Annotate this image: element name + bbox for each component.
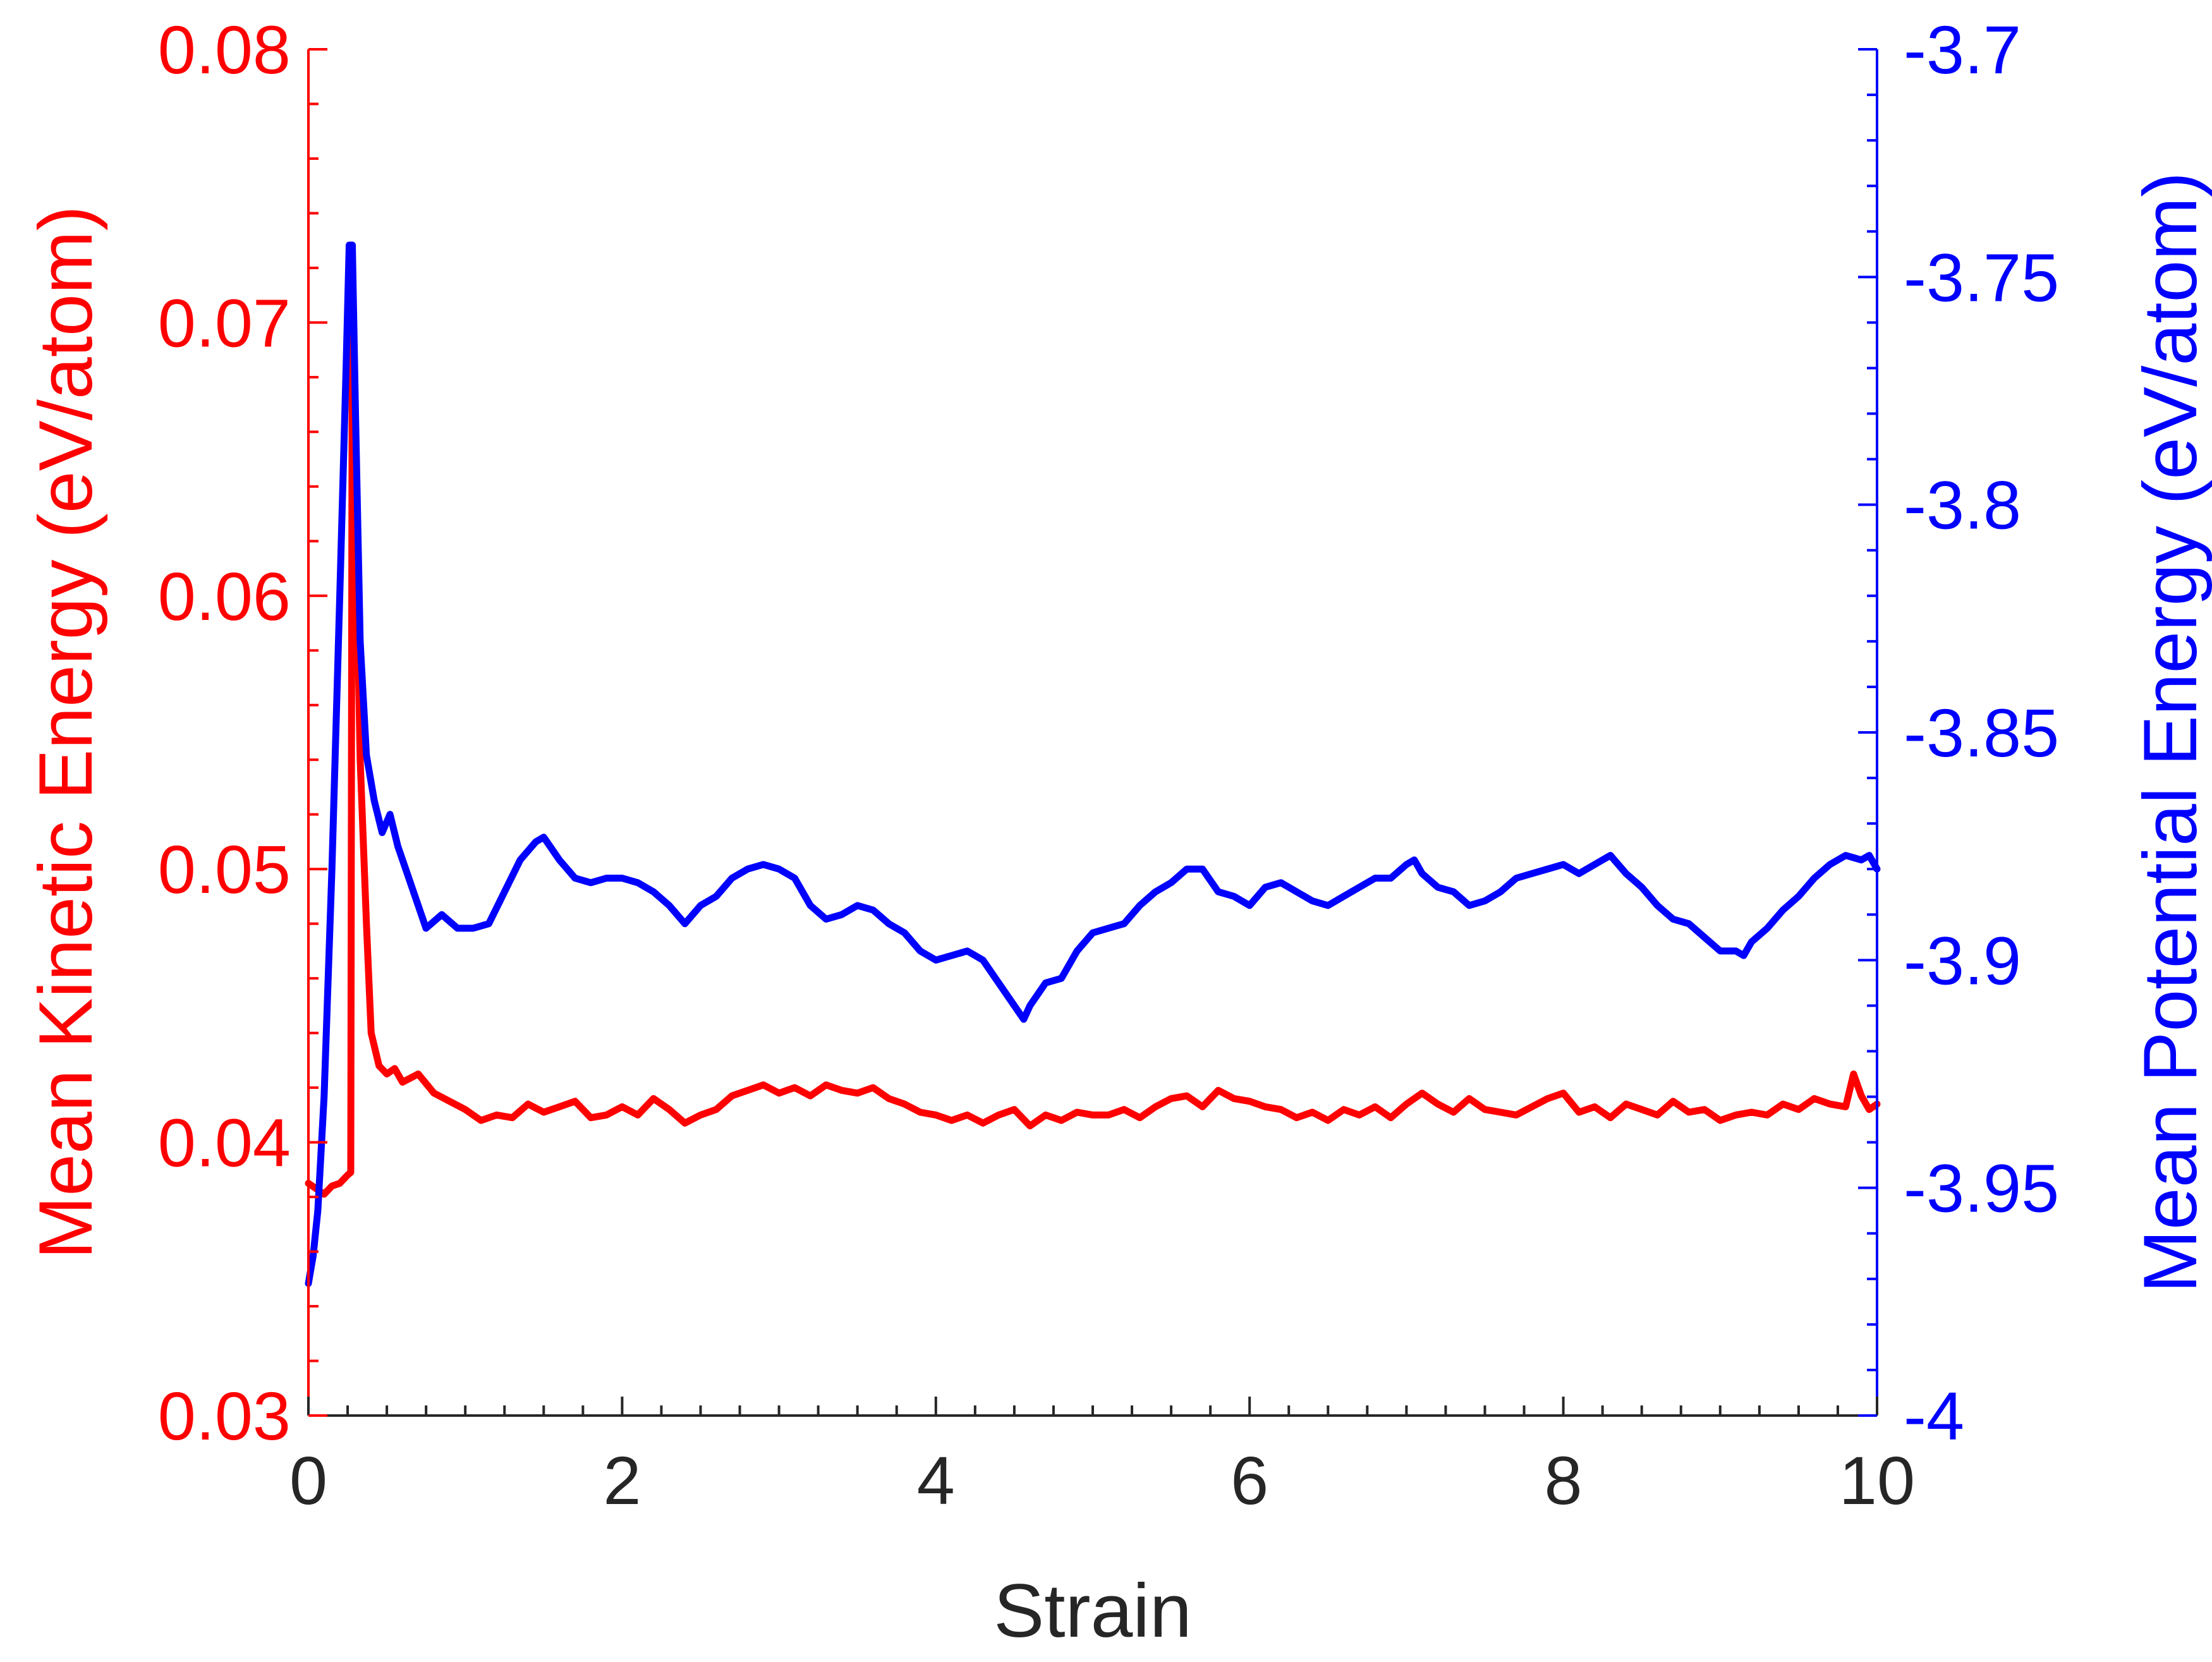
left-y-tick-label: 0.03: [158, 1378, 291, 1454]
plot-lines: [305, 241, 1881, 1287]
left-y-tick-label: 0.07: [158, 284, 291, 361]
right-y-axis-label: Mean Potential Energy (eV/atom): [2128, 172, 2212, 1293]
x-tick-label: 4: [917, 1442, 955, 1519]
right-y-tick-label: -3.85: [1904, 695, 2059, 771]
x-tick-label: 8: [1545, 1442, 1583, 1519]
x-tick-label: 6: [1231, 1442, 1268, 1519]
ticks: 0 2 4 6 8 10 0.03 0.04 0.05 0.06 0.07 0.08 -4 -3.95 -3…: [158, 11, 2059, 1519]
x-tick-label: 2: [603, 1442, 641, 1519]
right-y-tick-label: -3.75: [1904, 239, 2059, 315]
potential-energy-series-line: [305, 241, 1881, 1287]
left-y-tick-label: 0.04: [158, 1105, 291, 1181]
right-y-tick-label: -4: [1904, 1378, 1964, 1454]
right-y-tick-label: -3.7: [1904, 11, 2021, 88]
left-y-tick-label: 0.06: [158, 558, 291, 634]
x-tick-label: 10: [1839, 1442, 1915, 1519]
left-y-axis-label: Mean Kinetic Energy (eV/atom): [23, 205, 108, 1259]
right-y-tick-label: -3.8: [1904, 467, 2021, 543]
right-y-tick-label: -3.9: [1904, 922, 2021, 998]
left-y-tick-label: 0.08: [158, 11, 291, 88]
x-tick-label: 0: [289, 1442, 327, 1519]
axes: [307, 49, 1878, 1417]
right-y-tick-label: -3.95: [1904, 1150, 2059, 1227]
x-axis-label: Strain: [994, 1568, 1191, 1653]
left-y-tick-label: 0.05: [158, 831, 291, 907]
kinetic-energy-series-line: [305, 264, 1881, 1198]
